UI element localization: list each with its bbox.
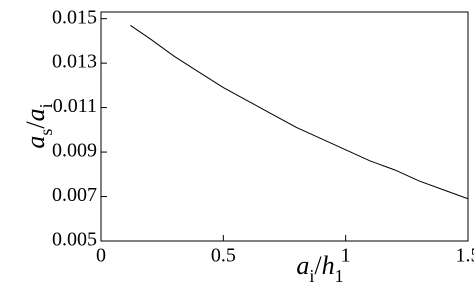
x-axis-label-part: i: [309, 266, 314, 286]
y-tick-label: 0.011: [53, 95, 97, 117]
y-axis-label-part: a: [21, 108, 50, 121]
x-tick-label: 1.5: [456, 245, 474, 267]
y-axis-label-part: /: [21, 121, 50, 129]
x-axis-label: ai/h1: [296, 251, 343, 286]
x-tick-label: 0.5: [211, 245, 236, 267]
y-tick-label: 0.013: [52, 51, 97, 73]
y-tick-label: 0.007: [52, 184, 97, 206]
y-axis-label-part: s: [36, 129, 56, 136]
y-axis-label: as/ai: [21, 103, 56, 148]
y-tick-label: 0.015: [52, 6, 97, 28]
y-axis-label-part: a: [21, 136, 50, 149]
x-axis-label-part: h: [322, 251, 335, 280]
y-axis-label-part: i: [36, 103, 56, 108]
y-tick-label: 0.009: [52, 140, 97, 162]
x-tick-label: 0: [96, 245, 106, 267]
x-tick-label: 1: [341, 245, 351, 267]
x-axis-label-part: 1: [335, 266, 344, 286]
line: [130, 24, 469, 200]
plot-frame: [100, 11, 469, 242]
y-tick-label: 0.005: [52, 229, 97, 251]
x-axis-label-part: /: [314, 251, 322, 280]
x-axis-label-part: a: [296, 251, 309, 280]
